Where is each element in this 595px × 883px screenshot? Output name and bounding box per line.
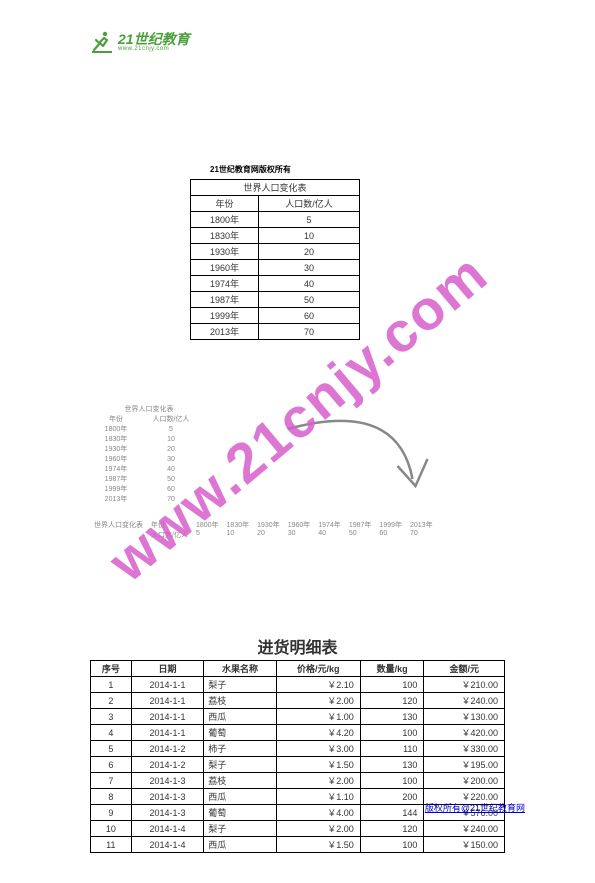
transpose-arrow	[214, 404, 501, 514]
table-cell: 西瓜	[204, 837, 277, 853]
table-row: 112014-1-4西瓜￥1.50100￥150.00	[91, 837, 505, 853]
table-cell: 100	[360, 837, 424, 853]
table-cell: ￥1.50	[276, 837, 360, 853]
table-cell: 11	[91, 837, 132, 853]
runner-icon	[90, 30, 114, 54]
footer-link[interactable]: 版权所有@21世纪教育网	[425, 801, 525, 814]
table-cell: 2014-1-4	[131, 837, 204, 853]
table-cell: ￥150.00	[424, 837, 505, 853]
